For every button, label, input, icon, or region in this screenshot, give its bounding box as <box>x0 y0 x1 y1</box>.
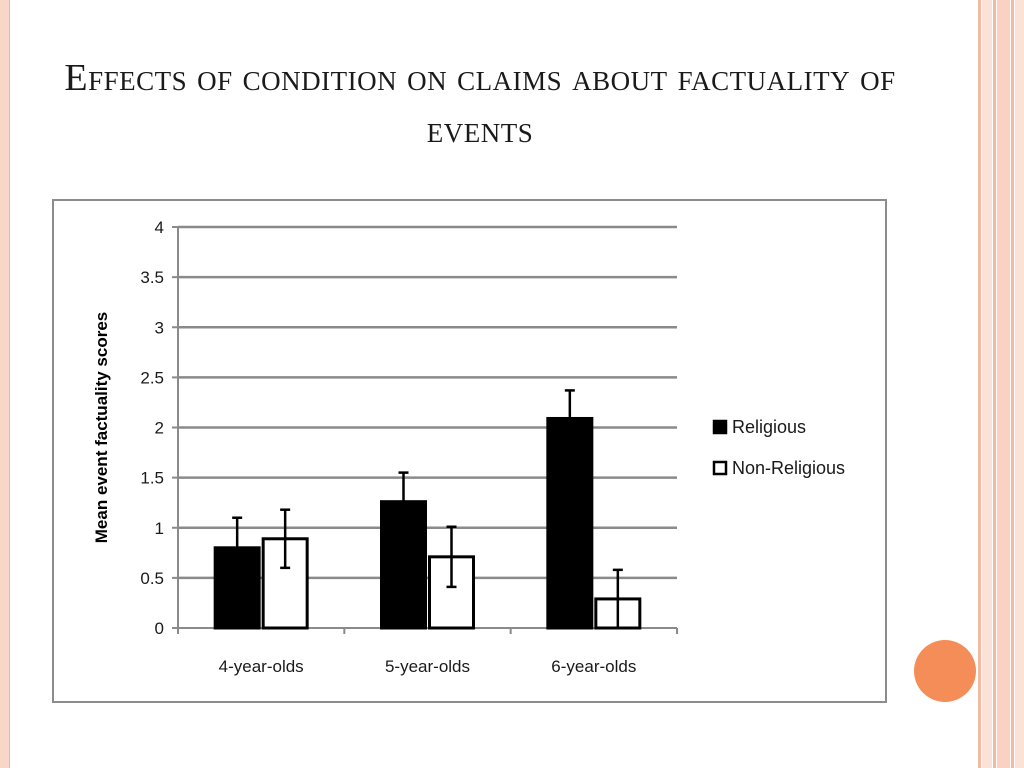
y-axis-label: Mean event factuality scores <box>92 312 111 543</box>
y-tick-label: 2.5 <box>140 368 164 387</box>
x-category-label: 4-year-olds <box>219 657 304 676</box>
x-category-label: 6-year-olds <box>551 657 636 676</box>
legend-swatch-non-religious <box>712 460 728 476</box>
legend-swatch-religious <box>712 419 728 435</box>
legend-label: Non-Religious <box>732 458 845 478</box>
y-tick-label: 0.5 <box>140 569 164 588</box>
bar-chart: 0 0.5 1 1.5 2 2.5 3 3.5 4 4-year-olds 5-year-olds 6… <box>92 218 845 676</box>
y-tick-label: 1 <box>155 519 164 538</box>
y-tick-label: 2 <box>155 419 164 438</box>
y-tick-label: 0 <box>155 619 164 638</box>
y-tick-label: 1.5 <box>140 469 164 488</box>
bar-religious-2 <box>546 416 594 630</box>
x-category-label: 5-year-olds <box>385 657 470 676</box>
slide-title: Effects of condition on claims about fac… <box>64 57 896 151</box>
legend-label: Religious <box>732 417 806 437</box>
chart-panel: 0 0.5 1 1.5 2 2.5 3 3.5 4 4-year-olds 5-year-olds 6… <box>52 199 887 703</box>
slide-frame-right <box>978 0 1024 768</box>
y-tick-label: 4 <box>155 218 164 237</box>
y-tick-label: 3.5 <box>140 268 164 287</box>
slide-frame-left <box>0 0 10 768</box>
decorative-orb <box>914 640 976 702</box>
y-tick-label: 3 <box>155 318 164 337</box>
